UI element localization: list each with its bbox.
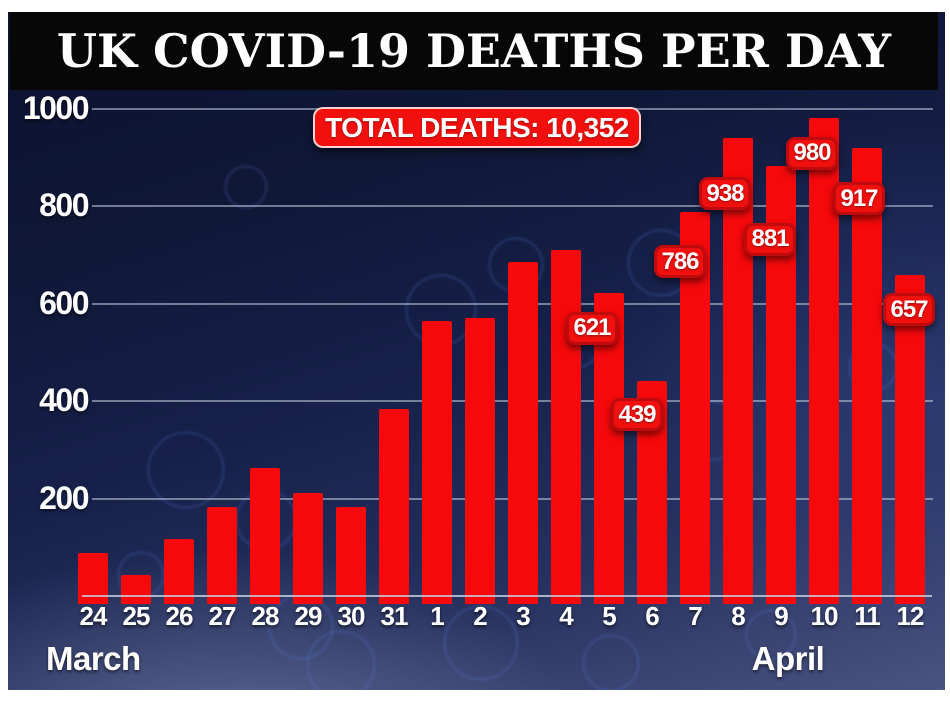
x-axis-tick-label: 6 (645, 601, 659, 631)
x-axis-tick-label: 1 (430, 601, 444, 631)
value-badge: 786 (654, 245, 706, 279)
bar (723, 138, 753, 604)
x-axis-tick-label: 8 (731, 601, 745, 631)
bar (121, 575, 151, 604)
value-badge-label: 439 (618, 400, 656, 428)
value-badge: 657 (883, 293, 935, 327)
bar (336, 507, 366, 604)
bar (250, 468, 280, 604)
value-badge-label: 657 (890, 295, 928, 323)
total-deaths-label: TOTAL DEATHS: 10,352 (325, 111, 629, 143)
value-badge-label: 786 (661, 247, 699, 275)
x-axis-tick-label: 27 (208, 601, 237, 631)
month-label-april: April (751, 640, 825, 677)
bar (508, 261, 538, 604)
bar (895, 275, 925, 604)
x-axis-tick-label: 7 (688, 601, 702, 631)
bar (164, 538, 194, 604)
x-axis-tick-label: 2 (473, 601, 487, 631)
month-label-march: March (46, 640, 141, 677)
value-badge-label: 881 (751, 225, 789, 253)
x-axis-tick-label: 26 (165, 601, 194, 631)
x-axis-tick-label: 12 (896, 601, 925, 631)
value-badge-label: 938 (706, 179, 744, 207)
x-axis-tick-label: 11 (854, 601, 881, 631)
y-axis-tick-label: 200 (39, 479, 89, 516)
x-axis-tick-label: 3 (516, 601, 530, 631)
bar (852, 148, 882, 604)
value-badge: 917 (833, 182, 885, 216)
value-badge: 980 (786, 136, 838, 170)
value-badge: 938 (699, 177, 751, 211)
bar (551, 250, 581, 604)
bar (465, 317, 495, 604)
x-axis-tick-label: 9 (774, 601, 788, 631)
x-axis-line (82, 595, 932, 597)
value-badge: 621 (566, 311, 618, 345)
value-badge-label: 917 (840, 184, 878, 212)
x-axis-tick-label: 4 (559, 601, 573, 631)
x-axis-tick-label: 10 (810, 601, 839, 631)
value-badge-label: 980 (793, 139, 831, 167)
bar (422, 320, 452, 604)
virus-doodle (224, 165, 268, 209)
y-axis-tick-label: 600 (39, 284, 89, 321)
x-axis-tick-label: 30 (337, 601, 366, 631)
x-axis-tick-label: 5 (602, 601, 616, 631)
x-axis-tick-label: 25 (122, 601, 151, 631)
y-axis-tick-label: 400 (39, 382, 89, 419)
bar (207, 506, 237, 604)
value-badge: 881 (744, 222, 796, 256)
total-deaths-badge: TOTAL DEATHS: 10,352 (313, 107, 641, 148)
title-banner: UK COVID-19 DEATHS PER DAY (10, 12, 938, 90)
bar (379, 409, 409, 604)
x-axis-tick-label: 31 (380, 601, 409, 631)
x-axis-tick-label: 29 (294, 601, 323, 631)
chart-panel: UK COVID-19 DEATHS PER DAY TOTAL DEATHS:… (8, 12, 945, 690)
bar (293, 493, 323, 604)
chart-title: UK COVID-19 DEATHS PER DAY (56, 24, 892, 78)
y-axis-tick-label: 800 (39, 187, 89, 224)
y-axis-tick-label: 1000 (22, 90, 90, 126)
gridline (92, 205, 933, 208)
value-badge: 439 (611, 398, 663, 432)
x-axis-tick-label: 24 (79, 601, 108, 631)
virus-doodle (582, 634, 640, 690)
value-badge-label: 621 (573, 314, 611, 342)
virus-doodle (306, 630, 376, 690)
x-axis-tick-label: 28 (251, 601, 280, 631)
